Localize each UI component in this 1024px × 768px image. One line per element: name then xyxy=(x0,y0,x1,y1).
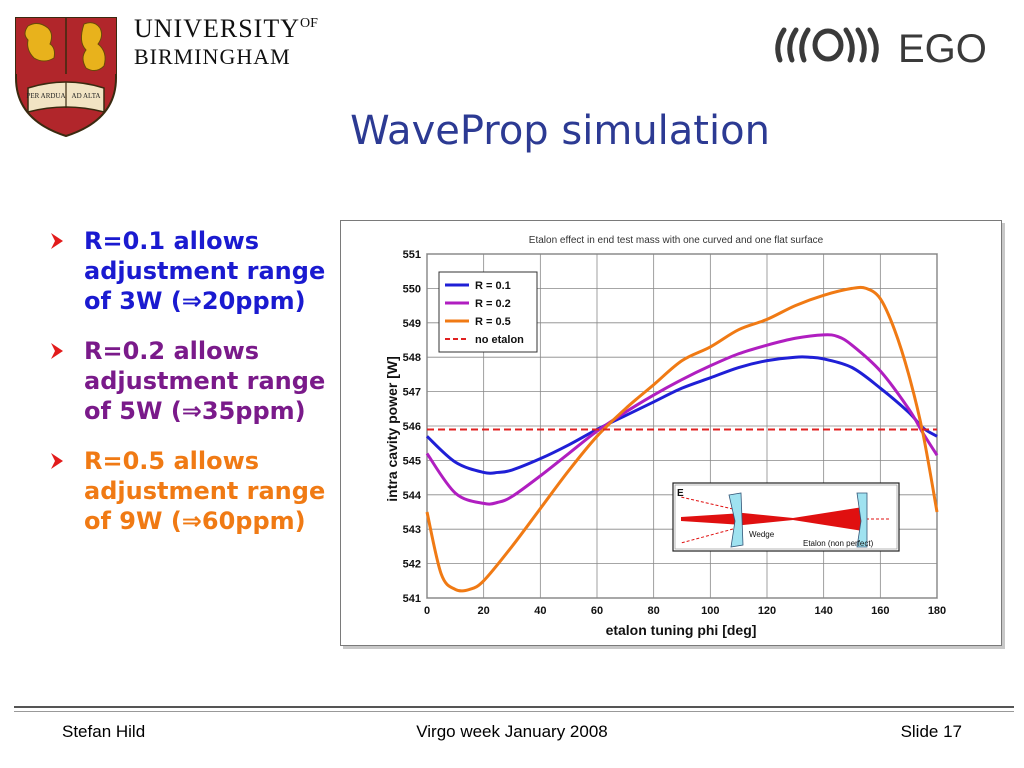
x-tick-label: 140 xyxy=(814,605,832,617)
university-of: OF xyxy=(300,16,318,31)
arrow-bullet-icon xyxy=(51,453,63,469)
y-tick-label: 547 xyxy=(403,387,421,399)
chart: Etalon effect in end test mass with one … xyxy=(384,235,946,638)
bullet-item: R=0.1 allows adjustment range of 3W (⇒20… xyxy=(46,226,346,316)
footer-slide-number: Slide 17 xyxy=(900,722,962,741)
etalon-inset: E Wedge Etalon (non perfect) xyxy=(672,482,900,552)
bullet-item: R=0.5 allows adjustment range of 9W (⇒60… xyxy=(46,446,346,536)
x-tick-label: 20 xyxy=(478,605,490,617)
x-tick-label: 60 xyxy=(591,605,603,617)
x-tick-label: 120 xyxy=(758,605,776,617)
legend-entry: R = 0.1 xyxy=(475,280,511,292)
laser-beam xyxy=(681,507,863,531)
crest-motto-left: PER ARDUA xyxy=(26,92,65,100)
x-tick-label: 180 xyxy=(928,605,946,617)
x-tick-label: 160 xyxy=(871,605,889,617)
ego-logo-text: EGO xyxy=(898,27,987,70)
footer-event: Virgo week January 2008 xyxy=(416,722,608,741)
shield-crest-icon: PER ARDUA AD ALTA xyxy=(15,17,117,138)
x-tick-label: 40 xyxy=(534,605,546,617)
wedge-label: Wedge xyxy=(749,530,775,539)
bullet-item: R=0.2 allows adjustment range of 5W (⇒35… xyxy=(46,336,346,426)
series-line-r-0-5 xyxy=(425,285,939,593)
legend-entry: no etalon xyxy=(475,334,524,346)
y-tick-label: 550 xyxy=(403,283,421,295)
crest-motto-right: AD ALTA xyxy=(72,92,101,100)
y-tick-label: 541 xyxy=(403,593,421,605)
etalon-mirror xyxy=(856,492,868,548)
y-tick-label: 545 xyxy=(403,455,421,467)
legend-entry: R = 0.2 xyxy=(475,298,511,310)
bullet-text: R=0.2 allows adjustment range of 5W (⇒35… xyxy=(84,337,326,425)
chart-frame: Etalon effect in end test mass with one … xyxy=(340,220,1002,646)
arrow-bullet-icon xyxy=(51,233,63,249)
y-tick-label: 548 xyxy=(403,352,421,364)
university-line2: BIRMINGHAM xyxy=(134,44,291,69)
x-tick-label: 100 xyxy=(701,605,719,617)
etalon-label: Etalon (non perfect) xyxy=(803,539,874,548)
footer-divider-thin xyxy=(14,711,1014,712)
university-line1: UNIVERSITY xyxy=(134,14,300,43)
wedge-mirror xyxy=(728,492,744,548)
footer-divider xyxy=(14,706,1014,708)
y-axis-label: intra cavity power [W] xyxy=(384,356,400,501)
arrow-bullet-icon xyxy=(51,343,63,359)
x-tick-label: 0 xyxy=(424,605,430,617)
bullet-text: R=0.1 allows adjustment range of 3W (⇒20… xyxy=(84,227,326,315)
y-tick-label: 542 xyxy=(403,559,421,571)
y-tick-label: 544 xyxy=(403,490,422,502)
series-line-r-0-1 xyxy=(425,355,938,475)
chart-title: Etalon effect in end test mass with one … xyxy=(529,235,824,246)
slide-title: WaveProp simulation xyxy=(350,108,770,154)
y-tick-label: 551 xyxy=(403,249,421,261)
series-line-r-0-2 xyxy=(425,333,939,506)
ego-waves-icon: EGO xyxy=(775,27,987,70)
university-wordmark: UNIVERSITYOF BIRMINGHAM xyxy=(134,16,318,68)
inset-label: E xyxy=(677,488,684,499)
y-tick-label: 546 xyxy=(403,421,421,433)
y-tick-label: 543 xyxy=(403,524,421,536)
footer-author: Stefan Hild xyxy=(62,722,146,741)
legend-entry: R = 0.5 xyxy=(475,316,511,328)
x-axis-label: etalon tuning phi [deg] xyxy=(606,622,757,638)
bullet-list: R=0.1 allows adjustment range of 3W (⇒20… xyxy=(46,226,346,556)
bullet-text: R=0.5 allows adjustment range of 9W (⇒60… xyxy=(84,447,326,535)
x-tick-label: 80 xyxy=(648,605,660,617)
y-tick-label: 549 xyxy=(403,318,421,330)
